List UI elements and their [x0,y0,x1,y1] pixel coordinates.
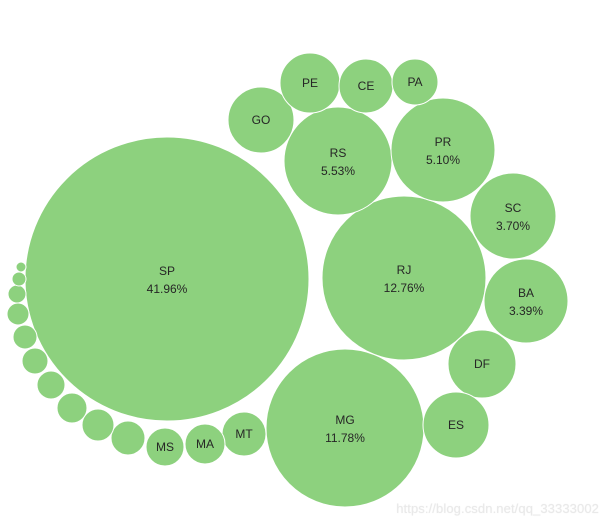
bubble-rj [321,195,487,361]
bubble-value-ba: 3.39% [509,304,543,318]
bubble-label-ce: CE [358,79,375,93]
bubble-unlabeled-23 [7,284,27,304]
bubble-value-mg: 11.78% [325,431,365,445]
bubble-unlabeled-21 [12,324,38,350]
bubble-label-sc: SC [505,201,522,215]
bubble-ba [483,258,569,344]
bubble-label-es: ES [448,418,464,432]
bubble-unlabeled-24 [11,271,27,287]
bubble-unlabeled-22 [6,302,30,326]
bubble-df [447,329,517,399]
bubble-unlabeled-18 [56,392,88,424]
bubble-label-pa: PA [407,75,422,89]
bubble-value-rs: 5.53% [321,164,355,178]
bubble-label-pe: PE [302,76,318,90]
bubble-es [422,391,490,459]
bubble-label-rj: RJ [397,263,412,277]
bubble-sp [24,136,310,422]
bubble-ms [145,427,185,467]
bubble-label-ba: BA [518,286,534,300]
bubble-pa [391,58,439,106]
bubble-rs [283,106,393,216]
bubble-go [227,86,295,154]
bubble-value-rj: 12.76% [384,281,425,295]
bubble-unlabeled-25 [15,261,27,273]
bubble-value-sc: 3.70% [496,219,530,233]
bubble-label-ma: MA [196,437,214,451]
bubble-mg [265,348,425,508]
bubble-sc [469,172,557,260]
bubble-label-df: DF [474,357,490,371]
bubble-label-pr: PR [435,135,452,149]
bubble-unlabeled-17 [81,408,115,442]
bubble-label-mt: MT [235,427,253,441]
bubble-label-mg: MG [335,413,354,427]
bubble-unlabeled-16 [110,420,146,456]
bubble-pr [390,97,496,203]
bubble-ma [184,423,226,465]
bubble-value-pr: 5.10% [426,153,460,167]
bubble-value-sp: 41.96% [147,282,188,296]
bubble-label-rs: RS [330,146,347,160]
bubble-unlabeled-19 [36,370,66,400]
bubble-label-ms: MS [156,440,174,454]
watermark-text: https://blog.csdn.net/qq_33333002 [396,501,599,516]
bubble-label-sp: SP [159,264,175,278]
bubble-label-go: GO [252,113,271,127]
bubble-unlabeled-20 [21,347,49,375]
